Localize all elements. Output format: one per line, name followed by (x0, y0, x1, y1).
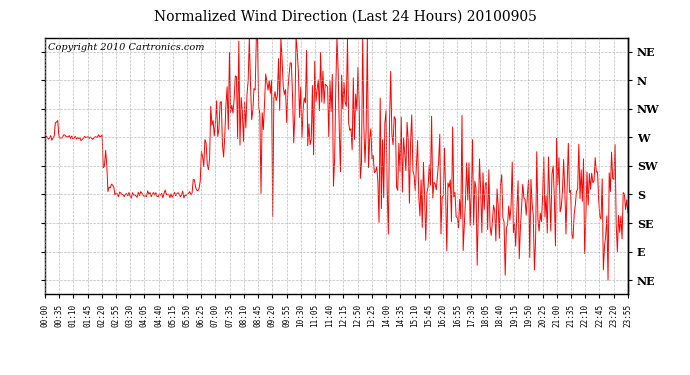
Text: Normalized Wind Direction (Last 24 Hours) 20100905: Normalized Wind Direction (Last 24 Hours… (154, 9, 536, 23)
Text: Copyright 2010 Cartronics.com: Copyright 2010 Cartronics.com (48, 43, 204, 52)
